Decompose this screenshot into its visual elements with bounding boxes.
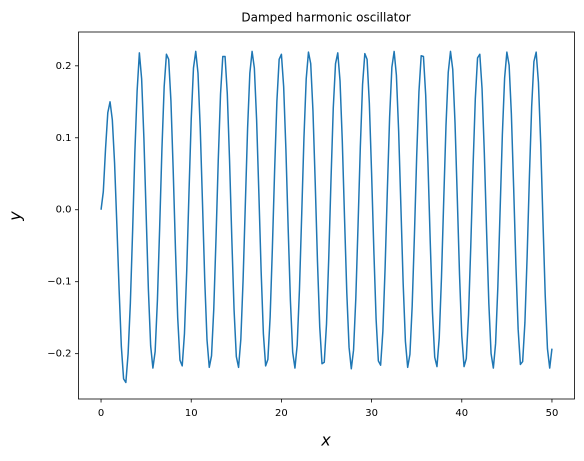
data-line: [100, 50, 553, 384]
x-tick-label: 40: [455, 408, 468, 419]
y-tick-label: 0.1: [56, 133, 72, 144]
axes-frame: [78, 31, 575, 400]
y-tick-label: −0.1: [47, 277, 71, 288]
x-tick-label: 20: [275, 408, 288, 419]
x-tick-label: 0: [98, 408, 104, 419]
x-tick-label: 30: [365, 408, 378, 419]
chart-title: Damped harmonic oscillator: [241, 11, 410, 25]
x-tick-label: 50: [546, 408, 559, 419]
y-axis-label: y: [6, 211, 25, 222]
x-axis-label: x: [320, 431, 331, 450]
y-tick-label: 0.2: [56, 61, 72, 72]
y-tick-label: 0.0: [56, 205, 72, 216]
y-tick-label: −0.2: [47, 349, 71, 360]
x-tick-label: 10: [185, 408, 198, 419]
